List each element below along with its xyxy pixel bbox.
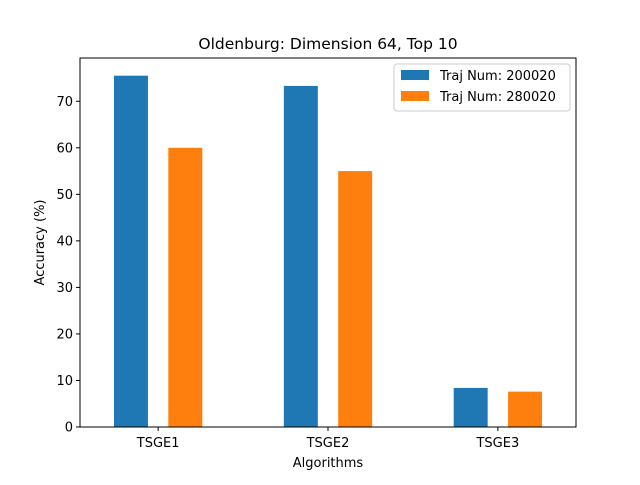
legend-label-1: Traj Num: 200020 [439,69,556,84]
x-axis-label: Algorithms [293,456,364,471]
chart-title: Oldenburg: Dimension 64, Top 10 [198,35,457,53]
y-tick-label: 20 [56,327,73,342]
y-tick-label: 50 [56,188,73,203]
bar-tsge2-series-2 [338,171,373,427]
bar-tsge1-series-2 [168,147,203,427]
legend-frame [393,63,571,112]
legend: Traj Num: 200020 Traj Num: 280020 [393,63,571,112]
y-tick-label: 30 [56,281,73,296]
y-tick-label: 60 [56,141,73,156]
bars-layer [113,75,543,427]
y-tick-label: 70 [56,95,73,110]
y-tick-label: 40 [56,234,73,249]
bar-tsge1-series-1 [113,75,148,427]
y-tick-label: 0 [65,421,73,436]
x-axis-ticks: TSGE1 TSGE2 TSGE3 [136,427,519,451]
legend-swatch-1 [401,70,429,80]
y-tick-label: 10 [56,374,73,389]
legend-swatch-2 [401,91,429,101]
bar-tsge2-series-1 [283,85,318,427]
x-tick-label: TSGE2 [306,436,350,451]
x-tick-label: TSGE1 [136,436,180,451]
plot-frame [79,57,577,428]
bar-tsge3-series-1 [453,387,488,427]
y-axis-ticks: 0 10 20 30 40 50 60 70 [56,95,80,436]
y-axis-label: Accuracy (%) [33,200,48,286]
legend-label-2: Traj Num: 280020 [439,90,556,105]
bar-tsge3-series-2 [508,391,543,427]
x-tick-label: TSGE3 [475,436,519,451]
